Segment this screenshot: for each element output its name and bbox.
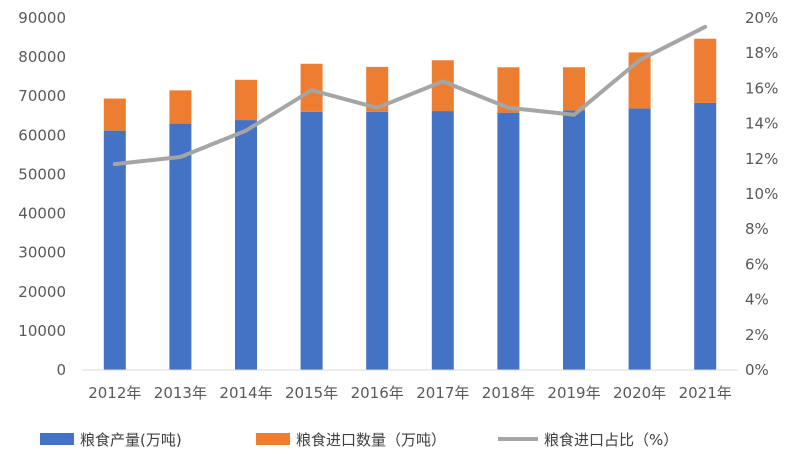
- bar-production: [169, 123, 192, 370]
- bar-import: [563, 67, 585, 111]
- x-tick-label: 2012年: [88, 384, 141, 402]
- x-tick-label: 2018年: [482, 384, 535, 402]
- bar-import: [300, 63, 323, 112]
- bar-import: [235, 79, 257, 121]
- x-tick-label: 2013年: [154, 384, 207, 402]
- right-tick-label: 18%: [745, 44, 778, 62]
- left-tick-label: 90000: [18, 9, 66, 27]
- x-tick-label: 2015年: [285, 384, 338, 402]
- right-tick-label: 8%: [745, 220, 769, 238]
- legend-label: 粮食进口数量（万吨）: [296, 431, 446, 449]
- legend-swatch: [256, 433, 290, 445]
- right-tick-label: 16%: [745, 79, 778, 97]
- bar-production: [497, 112, 520, 370]
- left-tick-label: 30000: [18, 244, 66, 262]
- right-axis: 0% 2% 4% 6% 8% 10% 12% 14% 16% 18% 20%: [745, 9, 778, 379]
- left-axis: 0 10000 20000 30000 40000 50000 60000 70000 8000…: [18, 9, 66, 379]
- x-tick-label: 2020年: [613, 384, 666, 402]
- bar-production: [103, 130, 126, 370]
- line-import-ratio: [112, 24, 708, 167]
- right-tick-label: 2%: [745, 326, 769, 344]
- right-tick-label: 10%: [745, 185, 778, 203]
- bar-production: [628, 108, 651, 370]
- ratio-line: [112, 24, 708, 167]
- legend: 粮食产量(万吨) 粮食进口数量（万吨） 粮食进口占比（%）: [40, 431, 678, 449]
- bar-import: [497, 67, 520, 113]
- bar-import: [366, 66, 389, 112]
- left-tick-label: 70000: [18, 87, 66, 105]
- bars: [103, 38, 717, 371]
- bar-import: [694, 38, 717, 103]
- x-tick-label: 2021年: [679, 384, 732, 402]
- left-tick-label: 40000: [18, 205, 66, 223]
- legend-label: 粮食进口占比（%）: [544, 431, 678, 449]
- right-tick-label: 12%: [745, 150, 778, 168]
- x-tick-label: 2016年: [351, 384, 404, 402]
- x-tick-label: 2017年: [416, 384, 469, 402]
- legend-swatch: [40, 433, 74, 445]
- right-tick-label: 0%: [745, 361, 769, 379]
- right-tick-label: 6%: [745, 255, 769, 273]
- right-tick-label: 4%: [745, 291, 769, 309]
- x-tick-label: 2019年: [547, 384, 600, 402]
- bar-production: [563, 110, 585, 371]
- bar-production: [431, 111, 454, 370]
- right-tick-label: 14%: [745, 115, 778, 133]
- left-tick-label: 20000: [18, 283, 66, 301]
- left-tick-label: 60000: [18, 126, 66, 144]
- x-axis: 2012年 2013年 2014年 2015年 2016年 2017年 2018年 2019年…: [88, 384, 732, 402]
- bar-production: [300, 111, 323, 370]
- bar-production: [235, 120, 257, 370]
- left-tick-label: 0: [56, 361, 66, 379]
- bar-production: [366, 111, 389, 370]
- x-tick-label: 2014年: [219, 384, 272, 402]
- bar-import: [431, 60, 454, 112]
- right-tick-label: 20%: [745, 9, 778, 27]
- bar-import: [169, 90, 192, 124]
- left-tick-label: 10000: [18, 322, 66, 340]
- left-tick-label: 80000: [18, 48, 66, 66]
- legend-label: 粮食产量(万吨): [80, 431, 182, 449]
- left-tick-label: 50000: [18, 165, 66, 183]
- bar-import: [103, 98, 126, 131]
- bar-production: [694, 102, 717, 371]
